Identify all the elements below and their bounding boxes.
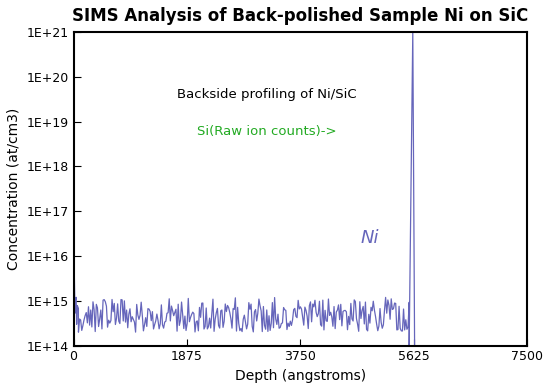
Text: Ni: Ni bbox=[361, 229, 379, 247]
Title: SIMS Analysis of Back-polished Sample Ni on SiC: SIMS Analysis of Back-polished Sample Ni… bbox=[72, 7, 529, 25]
Text: Backside profiling of Ni/SiC: Backside profiling of Ni/SiC bbox=[177, 88, 357, 101]
Text: Si(Raw ion counts)->: Si(Raw ion counts)-> bbox=[197, 125, 337, 138]
Y-axis label: Concentration (at/cm3): Concentration (at/cm3) bbox=[7, 108, 21, 270]
X-axis label: Depth (angstroms): Depth (angstroms) bbox=[235, 369, 366, 383]
